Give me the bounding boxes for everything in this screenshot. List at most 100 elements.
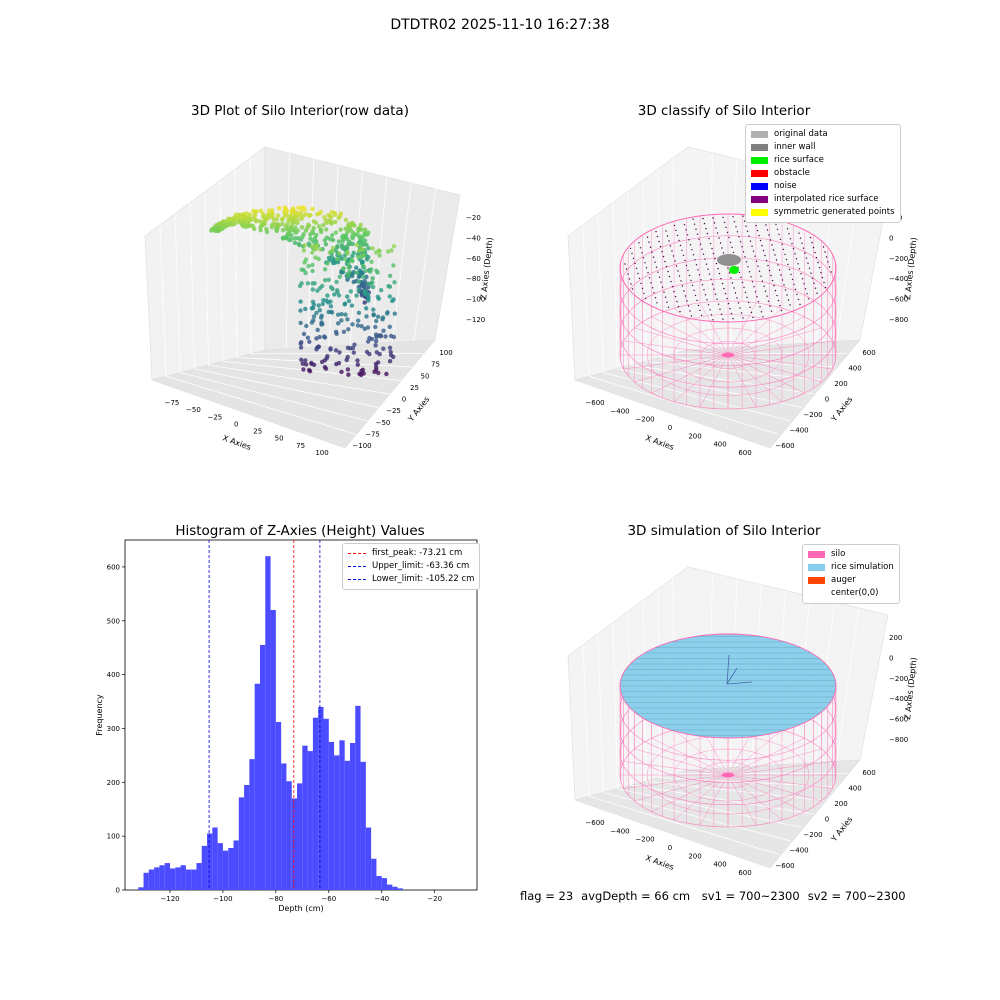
interp-point — [758, 270, 761, 272]
auger-line — [726, 681, 753, 685]
histogram-bar — [387, 884, 393, 890]
y-tick-label: 500 — [107, 617, 120, 625]
interp-point — [704, 258, 706, 260]
x-tick-label: −400 — [610, 407, 629, 415]
grid-line — [166, 375, 357, 435]
interp-point — [737, 302, 740, 304]
interp-point — [629, 247, 632, 250]
data-point — [257, 219, 262, 224]
data-point — [299, 340, 304, 345]
interp-point — [759, 306, 761, 308]
interp-point — [808, 267, 811, 269]
interp-point — [712, 252, 715, 255]
data-point — [306, 264, 311, 269]
histogram-bar — [159, 865, 165, 890]
interp-point — [751, 281, 754, 283]
grid-line — [589, 795, 780, 855]
data-point — [356, 288, 361, 293]
grid-line — [612, 202, 618, 369]
interp-point — [715, 262, 718, 265]
data-point — [271, 221, 276, 226]
silo-floor-ring — [673, 327, 783, 383]
interp-point — [807, 262, 809, 264]
interp-point — [784, 289, 787, 291]
data-point — [373, 324, 378, 330]
data-point — [335, 245, 340, 250]
data-point — [377, 352, 382, 357]
interp-point — [728, 236, 730, 239]
interp-point — [711, 283, 714, 285]
interp-point — [780, 309, 783, 312]
interp-point — [824, 286, 827, 289]
data-point — [336, 215, 341, 221]
data-point — [345, 249, 350, 255]
x-tick-label: 0 — [668, 424, 672, 432]
data-point — [245, 220, 250, 225]
interp-point — [722, 252, 725, 254]
data-point — [376, 370, 381, 376]
legend-entry: first_peak: -73.21 cm — [348, 547, 474, 560]
data-point — [333, 230, 338, 235]
x-tick-label: −200 — [635, 416, 654, 424]
data-point — [346, 274, 351, 279]
interp-point — [797, 263, 799, 265]
interp-point — [742, 251, 745, 253]
data-point — [339, 245, 345, 250]
interp-point — [694, 259, 696, 261]
grid-line — [234, 169, 238, 358]
data-point — [364, 274, 369, 280]
legend-swatch — [348, 553, 366, 554]
interp-point — [688, 239, 690, 241]
auger-line — [726, 667, 738, 685]
interp-point — [828, 266, 831, 268]
interp-point — [690, 315, 693, 317]
legend-label: center(0,0) — [831, 588, 879, 598]
interp-point — [696, 233, 699, 235]
z-tick-label: −40 — [466, 234, 481, 242]
data-point — [289, 208, 295, 213]
interp-point — [644, 262, 646, 264]
data-point — [352, 342, 357, 347]
histogram-bar — [339, 740, 345, 890]
histogram-bar — [201, 845, 208, 890]
data-point — [335, 312, 341, 317]
interp-point — [730, 312, 733, 315]
z-tick-label: −800 — [889, 316, 908, 324]
data-point — [363, 268, 368, 273]
interp-point — [721, 282, 724, 285]
data-point — [323, 242, 329, 247]
interp-point — [697, 269, 699, 271]
interp-point — [779, 304, 781, 307]
interp-point — [650, 282, 652, 284]
grid-line — [159, 224, 167, 377]
data-point — [339, 369, 344, 375]
data-point — [333, 329, 339, 334]
data-point — [322, 334, 327, 339]
interp-point — [625, 268, 628, 270]
z-tick-label: −800 — [889, 736, 908, 744]
data-point — [216, 226, 221, 231]
plot2-silo-wireframe — [619, 213, 837, 410]
data-point — [247, 212, 253, 217]
interp-point — [722, 216, 724, 219]
interp-point — [820, 271, 822, 274]
interp-point — [787, 299, 790, 301]
data-point — [326, 218, 332, 224]
data-point — [374, 367, 379, 372]
auger-line — [726, 654, 730, 685]
y-tick-label: 600 — [862, 349, 875, 357]
interp-point — [674, 295, 677, 298]
data-point — [359, 324, 364, 329]
data-point — [303, 358, 308, 363]
interp-point — [794, 288, 797, 291]
interp-point — [664, 296, 667, 298]
data-point — [252, 212, 257, 217]
interp-point — [723, 287, 725, 290]
interp-point — [722, 318, 724, 320]
data-point — [370, 246, 375, 251]
interp-point — [781, 279, 784, 281]
data-point — [330, 233, 335, 238]
y-tick-label: 75 — [431, 361, 440, 369]
data-point — [336, 251, 342, 256]
y-tick-label: 400 — [107, 671, 120, 679]
